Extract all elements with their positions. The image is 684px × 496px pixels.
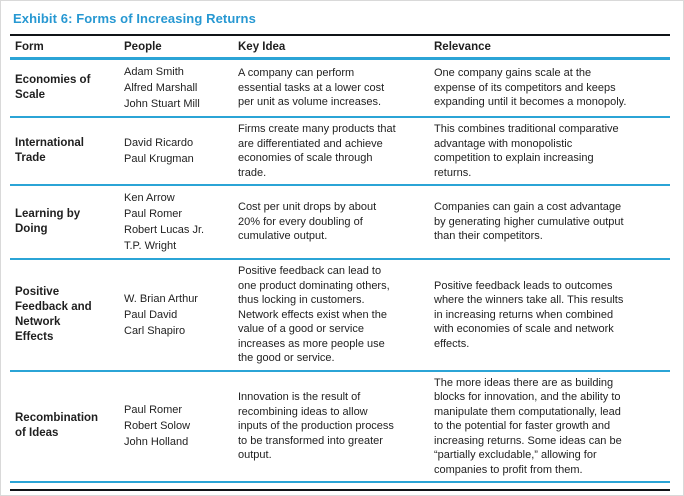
form-cell: Positive Feedback and Network Effects	[10, 259, 120, 372]
people-cell: Paul Romer Robert Solow John Holland	[120, 370, 234, 483]
table-header-row: Form People Key Idea Relevance	[10, 35, 670, 60]
form-cell: Learning by Doing	[10, 185, 120, 260]
table-row: International Trade David Ricardo Paul K…	[10, 117, 670, 186]
table-bottom-rule	[10, 489, 670, 491]
relevance-cell: The more ideas there are as building blo…	[431, 370, 670, 483]
relevance-cell: Companies can gain a cost advantage by g…	[431, 185, 670, 260]
key-idea-cell: Innovation is the result of recombining …	[234, 370, 431, 483]
people-cell: W. Brian Arthur Paul David Carl Shapiro	[120, 259, 234, 372]
table-row: Economies of Scale Adam Smith Alfred Mar…	[10, 58, 670, 118]
form-cell: Economies of Scale	[10, 58, 120, 118]
key-idea-cell: Firms create many products that are diff…	[234, 117, 431, 186]
key-idea-cell: A company can perform essential tasks at…	[234, 58, 431, 118]
key-idea-cell: Positive feedback can lead to one produc…	[234, 259, 431, 372]
key-idea-cell: Cost per unit drops by about 20% for eve…	[234, 185, 431, 260]
relevance-cell: One company gains scale at the expense o…	[431, 58, 670, 118]
form-cell: Recombination of Ideas	[10, 370, 120, 483]
people-cell: David Ricardo Paul Krugman	[120, 117, 234, 186]
increasing-returns-table: Form People Key Idea Relevance Economies…	[10, 34, 670, 483]
column-header-relevance: Relevance	[431, 35, 670, 60]
table-row: Positive Feedback and Network Effects W.…	[10, 259, 670, 372]
people-cell: Adam Smith Alfred Marshall John Stuart M…	[120, 58, 234, 118]
column-header-form: Form	[10, 35, 120, 60]
page-title: Exhibit 6: Forms of Increasing Returns	[13, 11, 256, 26]
form-cell: International Trade	[10, 117, 120, 186]
relevance-cell: This combines traditional comparative ad…	[431, 117, 670, 186]
column-header-people: People	[120, 35, 234, 60]
people-cell: Ken Arrow Paul Romer Robert Lucas Jr. T.…	[120, 185, 234, 260]
table-row: Learning by Doing Ken Arrow Paul Romer R…	[10, 185, 670, 260]
table-row: Recombination of Ideas Paul Romer Robert…	[10, 370, 670, 483]
relevance-cell: Positive feedback leads to outcomes wher…	[431, 259, 670, 372]
column-header-key-idea: Key Idea	[234, 35, 431, 60]
